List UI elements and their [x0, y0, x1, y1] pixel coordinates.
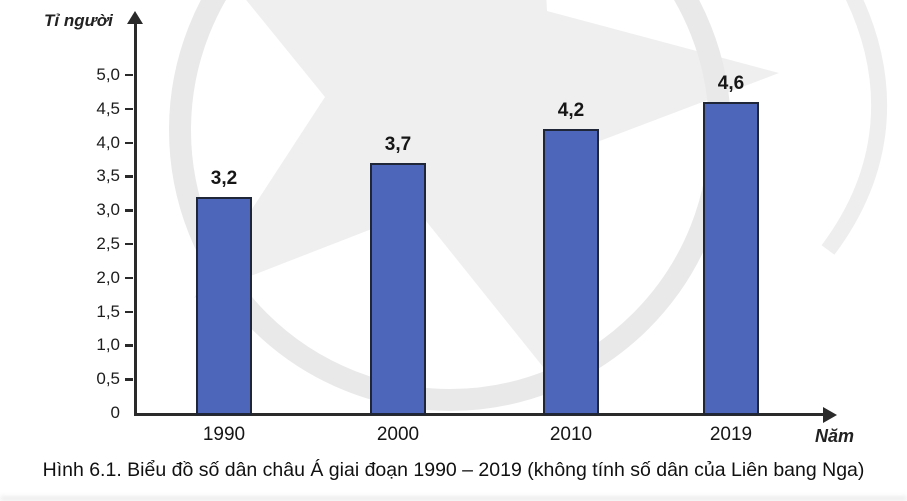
x-category-label-2019: 2019	[709, 424, 753, 445]
y-tick-label: 4,5	[96, 98, 120, 118]
bar-2000	[370, 162, 426, 415]
x-category-label-2010: 2010	[549, 424, 593, 445]
bar-1990	[196, 196, 252, 415]
bar-value-label-2019: 4,6	[717, 73, 745, 95]
bar-value-label-2000: 3,7	[384, 133, 412, 155]
page-edge-artifact	[0, 496, 907, 501]
y-tick-mark	[125, 378, 133, 381]
y-tick-label: 3,5	[96, 166, 120, 186]
x-category-label-2000: 2000	[376, 424, 420, 445]
y-tick-label: 3,0	[96, 200, 120, 220]
y-axis-line	[134, 22, 137, 416]
y-tick-label: 0,5	[96, 369, 120, 389]
y-tick-label: 2,5	[96, 234, 120, 253]
y-tick-mark	[125, 276, 133, 280]
y-tick-mark	[125, 74, 133, 77]
y-tick-label: 1,0	[96, 335, 120, 355]
y-axis-title: Tỉ người	[44, 11, 113, 30]
y-tick-mark	[125, 141, 133, 144]
bar-2010	[543, 129, 599, 415]
y-tick-label: 1,5	[96, 301, 120, 321]
y-tick-mark	[125, 209, 133, 212]
bar-2019	[703, 102, 759, 415]
y-tick-mark	[125, 344, 133, 347]
y-tick-label: 5,0	[96, 65, 120, 84]
y-tick-label: 0	[110, 403, 120, 422]
y-tick-mark	[125, 243, 133, 246]
bar-value-label-1990: 3,2	[210, 167, 238, 189]
watermark-star-icon	[194, 0, 779, 398]
bar-value-label-2010: 4,2	[557, 100, 585, 122]
y-tick-mark	[125, 175, 133, 178]
y-tick-mark	[125, 107, 133, 111]
y-tick-label: 4,0	[96, 132, 120, 152]
x-axis-arrow-icon	[823, 406, 837, 423]
watermark-swirl-icon	[821, 0, 888, 255]
y-tick-mark	[125, 310, 133, 313]
x-axis-line	[134, 413, 824, 416]
figure-caption: Hình 6.1. Biểu đồ số dân châu Á giai đoạ…	[42, 459, 865, 481]
y-tick-label: 2,0	[96, 267, 120, 287]
y-axis-arrow-icon	[127, 11, 143, 24]
x-category-label-1990: 1990	[202, 424, 246, 445]
x-axis-title: Năm	[815, 426, 855, 446]
